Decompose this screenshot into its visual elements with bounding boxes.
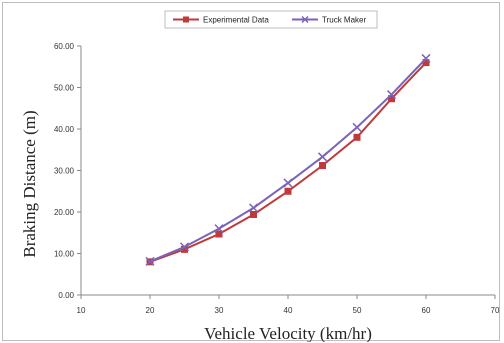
y-tick-label: 50.00 <box>54 84 75 93</box>
data-point <box>250 210 257 218</box>
legend-label: Experimental Data <box>203 16 269 25</box>
data-point <box>317 152 328 162</box>
data-point <box>248 203 259 213</box>
y-axis-title: Braking Distance (m) <box>20 110 39 257</box>
series-1 <box>146 59 430 266</box>
x-axis-title: Vehicle Velocity (km/hr) <box>204 324 372 342</box>
x-tick-label: 40 <box>284 306 293 315</box>
y-tick-label: 40.00 <box>54 125 75 134</box>
series-line <box>149 61 427 263</box>
legend-entry-2: Truck Maker <box>292 16 366 25</box>
legend: Experimental Data Truck Maker <box>164 10 378 29</box>
data-point <box>284 187 292 195</box>
y-tick-label: 10.00 <box>54 250 75 259</box>
y-tick-label: 20.00 <box>54 208 75 217</box>
data-point <box>352 122 362 132</box>
x-tick-label: 70 <box>491 306 500 315</box>
axes: 0.00 10.00 20.00 30.00 40.00 50.00 60.00 10 20 30… <box>54 42 500 315</box>
data-point <box>145 256 155 266</box>
data-point <box>181 245 188 253</box>
x-tick-label: 60 <box>422 306 431 315</box>
data-point <box>319 162 326 170</box>
braking-distance-chart: Experimental Data Truck Maker 0.00 10.00 20… <box>20 10 500 342</box>
data-point <box>214 224 224 234</box>
x-tick-label: 20 <box>146 306 155 315</box>
y-tick-label: 30.00 <box>54 167 75 176</box>
data-point <box>421 53 431 63</box>
data-point <box>386 90 397 100</box>
data-point <box>422 59 430 67</box>
series-2 <box>145 53 431 266</box>
data-point <box>215 230 223 238</box>
y-tick-label: 0.00 <box>58 291 74 300</box>
legend-entry-1: Experimental Data <box>173 16 269 25</box>
legend-marker <box>183 16 189 23</box>
chart-frame: Experimental Data Truck Maker 0.00 10.00 20… <box>2 2 500 342</box>
data-point <box>388 95 395 103</box>
data-point <box>353 133 361 141</box>
data-point <box>179 242 190 252</box>
x-tick-label: 30 <box>215 306 224 315</box>
series-line <box>149 57 427 263</box>
legend-marker <box>301 15 309 24</box>
data-point <box>283 178 293 188</box>
legend-label: Truck Maker <box>322 16 366 25</box>
legend-box <box>164 10 378 29</box>
y-tick-label: 60.00 <box>54 42 75 51</box>
series-layer <box>145 53 431 266</box>
x-tick-label: 10 <box>77 306 86 315</box>
x-tick-label: 50 <box>353 306 362 315</box>
